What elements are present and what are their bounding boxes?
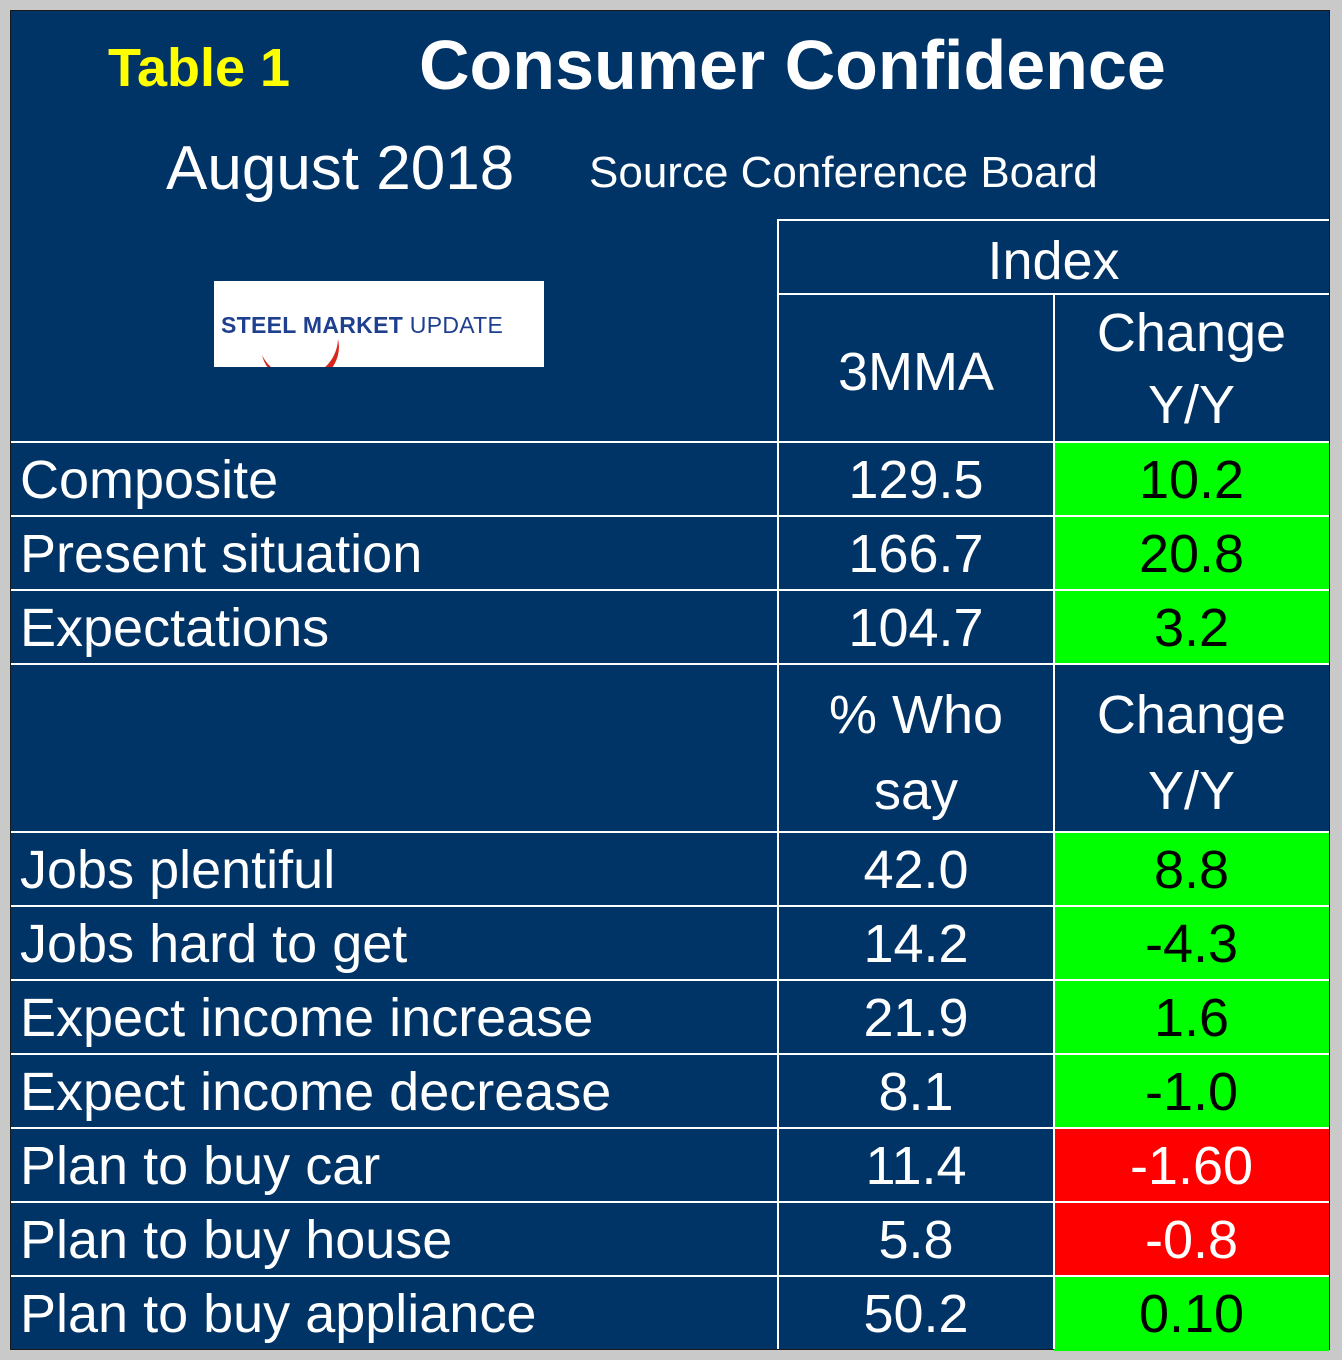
col-percent-header-line1: % Who: [828, 685, 1004, 745]
grid-line: [11, 515, 1329, 517]
col-percent-header-line2: say: [873, 761, 959, 821]
row-label: Jobs hard to get: [20, 914, 408, 974]
row-value: 14.2: [863, 914, 969, 974]
source-label: Source Conference Board: [589, 148, 1098, 197]
grid-line: [11, 831, 1329, 833]
row-value: 8.1: [878, 1062, 954, 1122]
row-change: 0.10: [1054, 1277, 1329, 1351]
index-group-header: Index: [987, 231, 1120, 291]
row-label: Composite: [20, 450, 279, 510]
grid-line: [1053, 293, 1055, 1349]
row-value: 50.2: [863, 1284, 969, 1344]
col-change-header-line2: Y/Y: [1147, 375, 1236, 435]
row-label: Expect income increase: [20, 988, 594, 1048]
row-label: Present situation: [20, 524, 423, 584]
row-label: Plan to buy car: [20, 1136, 381, 1196]
period-label: August 2018: [166, 134, 515, 203]
row-value: 42.0: [863, 840, 969, 900]
grid-line: [777, 219, 779, 1349]
grid-line: [11, 979, 1329, 981]
row-change: 10.2: [1054, 443, 1329, 517]
row-value: 21.9: [863, 988, 969, 1048]
row-value: 129.5: [848, 450, 984, 510]
row-change: -0.8: [1054, 1203, 1329, 1277]
row-label: Jobs plentiful: [20, 840, 336, 900]
row-label: Plan to buy house: [20, 1210, 453, 1270]
row-change: -4.3: [1054, 907, 1329, 981]
table-label: Table 1: [108, 38, 291, 98]
grid-line: [11, 1127, 1329, 1129]
row-change: 1.6: [1054, 981, 1329, 1055]
row-value: 11.4: [865, 1136, 967, 1196]
grid-line: [11, 589, 1329, 591]
grid-line: [11, 1201, 1329, 1203]
grid-line: [11, 1275, 1329, 1277]
col-change-header: Change Y/Y: [1054, 297, 1329, 441]
grid-line: [11, 905, 1329, 907]
grid-line: [11, 441, 1329, 443]
col-change-header-2-line2: Y/Y: [1147, 761, 1236, 821]
logo-text: STEEL MARKET UPDATE: [221, 312, 504, 338]
row-label: Expectations: [20, 598, 330, 658]
crescent-swoosh-icon: [258, 293, 339, 367]
steel-market-update-logo: STEEL MARKET UPDATE: [214, 281, 544, 367]
col-percent-header: % Who say: [778, 677, 1054, 829]
row-value: 5.8: [878, 1210, 954, 1270]
row-label: Plan to buy appliance: [20, 1284, 537, 1344]
row-label: Expect income decrease: [20, 1062, 612, 1122]
grid-line: [11, 663, 1329, 665]
row-change: -1.60: [1054, 1129, 1329, 1203]
col-change-header-2: Change Y/Y: [1054, 677, 1329, 829]
col-change-header-2-line1: Change: [1096, 685, 1287, 745]
row-change: 3.2: [1054, 591, 1329, 665]
grid-line: [11, 1053, 1329, 1055]
consumer-confidence-table: Table 1 Consumer Confidence August 2018 …: [10, 10, 1330, 1351]
row-change: 20.8: [1054, 517, 1329, 591]
row-value: 104.7: [848, 598, 984, 658]
page-title: Consumer Confidence: [419, 26, 1166, 104]
col-change-header-line1: Change: [1096, 303, 1287, 363]
row-value: 166.7: [848, 524, 984, 584]
col-3mma-header: 3MMA: [837, 342, 994, 402]
row-change: -1.0: [1054, 1055, 1329, 1129]
grid-line: [778, 219, 1329, 221]
row-change: 8.8: [1054, 833, 1329, 907]
